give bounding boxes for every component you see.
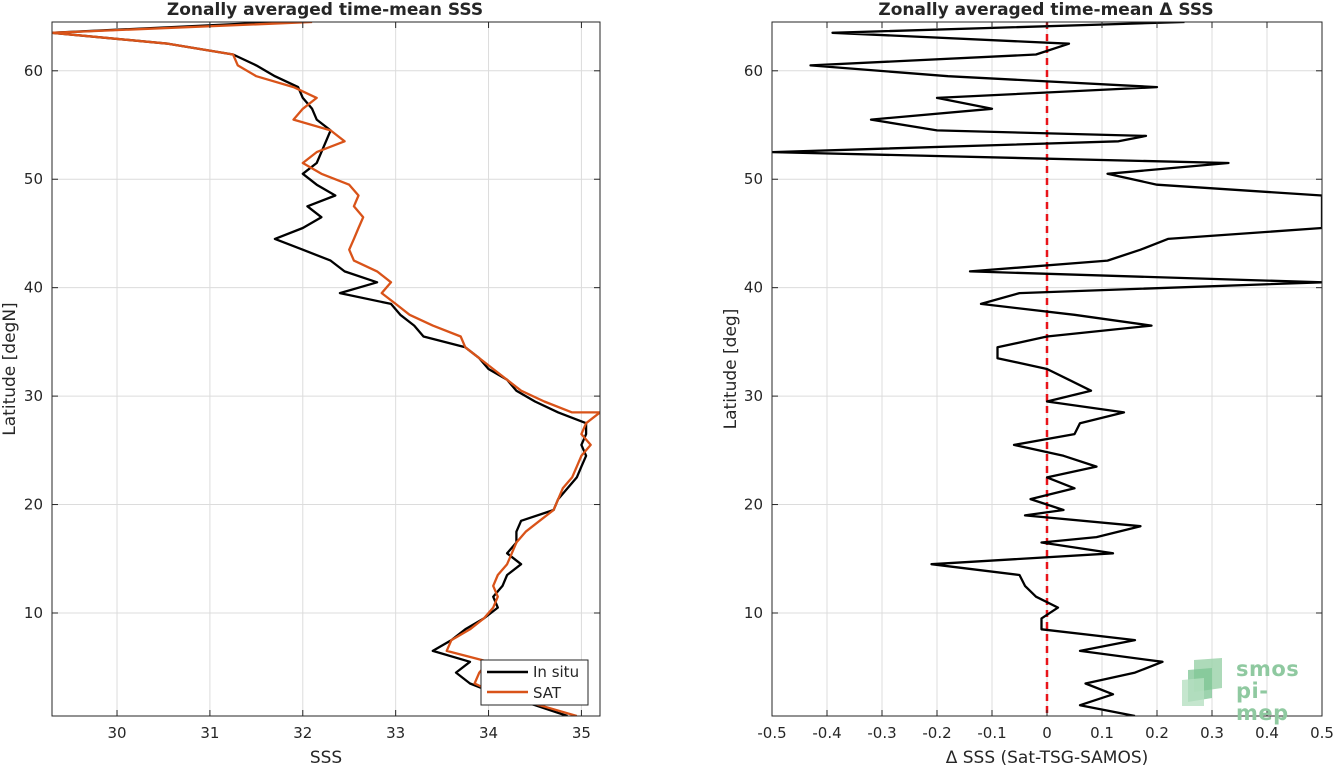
sss-y-tick-label: 50 — [24, 170, 43, 188]
delta-title: Zonally averaged time-mean Δ SSS — [878, 0, 1213, 20]
delta-y-tick-label: 20 — [744, 496, 763, 514]
sss-x-tick-label: 31 — [200, 724, 219, 742]
sss-y-label: Latitude [degN] — [0, 302, 20, 435]
delta-x-tick-label: -0.5 — [757, 724, 786, 742]
sss-axes-box — [52, 22, 600, 716]
sss-x-tick-label: 35 — [572, 724, 591, 742]
delta-x-tick-label: 0.1 — [1090, 724, 1114, 742]
sss-x-tick-label: 30 — [107, 724, 126, 742]
sss-x-label: SSS — [310, 748, 342, 766]
in-situ-series-line — [52, 22, 588, 716]
delta-x-tick-label: 0.3 — [1200, 724, 1224, 742]
delta-y-tick-label: 30 — [744, 387, 763, 405]
sss-series — [52, 22, 600, 716]
sss-x-tick-label: 32 — [293, 724, 312, 742]
sss-y-tick-label: 40 — [24, 279, 43, 297]
legend: In situ SAT — [480, 659, 589, 706]
smos-pimep-logo: smos pi-mep — [1180, 654, 1320, 724]
sss-y-tick-label: 30 — [24, 387, 43, 405]
delta-x-tick-label: 0.4 — [1255, 724, 1279, 742]
delta-x-tick-label: -0.3 — [867, 724, 896, 742]
sat-series-line — [52, 22, 600, 716]
legend-box — [480, 659, 589, 706]
sss-panel: Zonally averaged time-mean SSS 30 31 32 33 3… — [0, 0, 601, 766]
delta-y-tick-label: 60 — [744, 62, 763, 80]
sss-x-tick-label: 33 — [386, 724, 405, 742]
delta-y-tick-label: 40 — [744, 279, 763, 297]
delta-x-tick-label: -0.2 — [922, 724, 951, 742]
legend-insitu-label: In situ — [533, 663, 579, 681]
delta-series — [772, 22, 1322, 716]
delta-x-tick-label: -0.4 — [812, 724, 841, 742]
delta-sss-series-line — [772, 22, 1322, 716]
legend-sat-label: SAT — [533, 684, 562, 702]
delta-x-tick-label: 0 — [1042, 724, 1052, 742]
sss-y-tick-label: 60 — [24, 62, 43, 80]
sss-x-tick-label: 34 — [479, 724, 498, 742]
delta-x-tick-label: 0.2 — [1145, 724, 1169, 742]
delta-x-tick-label: 0.5 — [1310, 724, 1333, 742]
logo-word-pimep: pi-mep — [1236, 679, 1289, 725]
sss-y-tick-label: 20 — [24, 496, 43, 514]
sss-grid — [52, 22, 600, 716]
delta-sss-panel: Zonally averaged time-mean Δ SSS -0.5 -0.… — [721, 0, 1333, 766]
sss-ticks: 30 31 32 33 34 35 10 20 30 40 50 60 — [24, 22, 600, 742]
sss-axes-frame — [51, 21, 601, 717]
delta-y-label: Latitude [deg] — [721, 309, 741, 430]
sss-y-tick-label: 10 — [24, 604, 43, 622]
delta-x-tick-label: -0.1 — [977, 724, 1006, 742]
delta-y-tick-label: 10 — [744, 604, 763, 622]
sss-title: Zonally averaged time-mean SSS — [167, 0, 483, 20]
delta-x-label: Δ SSS (Sat-TSG-SAMOS) — [946, 748, 1149, 766]
delta-y-tick-label: 50 — [744, 170, 763, 188]
delta-ticks: -0.5 -0.4 -0.3 -0.2 -0.1 0 0.1 0.2 0.3 0.4 0.5 10 20… — [744, 22, 1333, 742]
logo-word-smos: smos — [1236, 657, 1300, 681]
logo-mark-icon — [1182, 658, 1222, 706]
